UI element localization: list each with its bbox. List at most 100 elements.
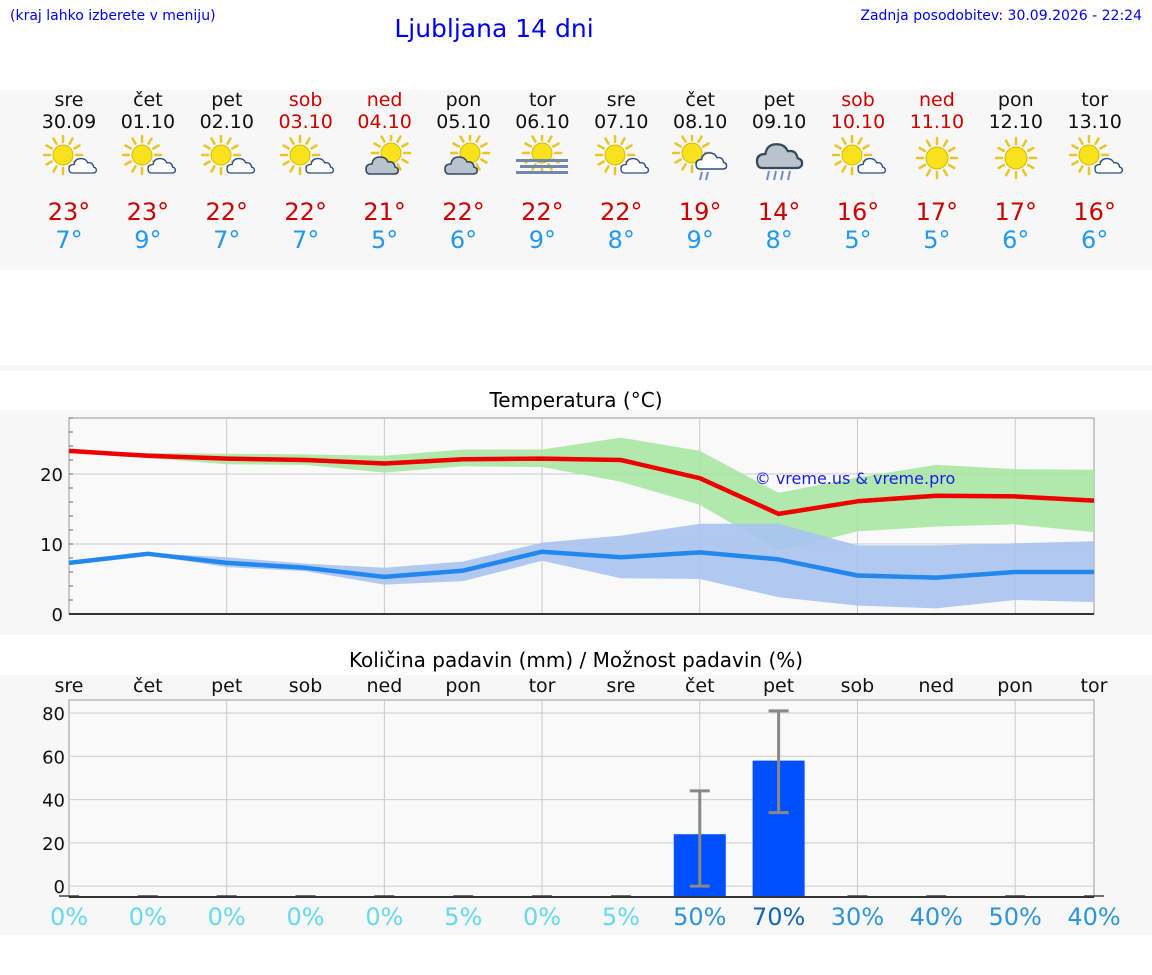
precipitation-probability: 0% [207, 903, 246, 931]
day-name: ned [366, 89, 403, 111]
day-column: čet 01.10 [108, 89, 188, 133]
sun-cloud-icon [279, 135, 334, 176]
day-column: tor 13.10 [1055, 89, 1135, 133]
day-column: sre 30.09 [29, 89, 109, 133]
forecast-band [0, 90, 1152, 270]
max-temperature: 22° [521, 198, 564, 226]
precipitation-probability: 0% [523, 903, 562, 931]
precipitation-day-label: pon [445, 675, 482, 697]
day-date: 11.10 [909, 111, 965, 133]
precipitation-probability: 50% [988, 903, 1042, 931]
precipitation-day-label: ned [918, 675, 955, 697]
temperature-min-range-band [69, 523, 1094, 609]
day-column: tor 06.10 [502, 89, 582, 133]
precipitation-day-label: pet [211, 675, 243, 697]
day-column: pon 05.10 [424, 89, 504, 133]
sun-icon [994, 136, 1038, 180]
min-temperature: 5° [923, 226, 951, 254]
max-temperature: 14° [757, 198, 801, 226]
precipitation-probability: 0% [128, 903, 167, 931]
day-column: pon 12.10 [976, 89, 1056, 133]
precipitation-chart-title: Količina padavin (mm) / Možnost padavin … [348, 648, 804, 672]
day-column: sob 03.10 [266, 89, 346, 133]
sun-cloud-icon [595, 135, 650, 176]
precipitation-day-label: pet [763, 675, 795, 697]
day-date: 12.10 [988, 111, 1043, 133]
min-temperature: 9° [686, 226, 714, 254]
menu-hint: (kraj lahko izberete v meniju) [10, 8, 216, 24]
day-name: pet [211, 89, 243, 111]
day-date: 06.10 [515, 111, 570, 133]
day-name: tor [528, 89, 556, 111]
day-column: sre 07.10 [581, 89, 661, 133]
precipitation-plot-area [68, 699, 1095, 898]
day-date: 01.10 [120, 111, 176, 133]
min-temperature: 6° [1081, 226, 1109, 254]
day-date: 08.10 [672, 111, 728, 133]
day-name: sre [54, 89, 84, 111]
precipitation-probability: 5% [601, 903, 640, 931]
day-name: pon [445, 89, 482, 111]
min-temperature: 5° [370, 226, 399, 254]
precipitation-day-label: sre [606, 675, 636, 697]
sun-cloud-icon [831, 135, 887, 176]
max-temperature: 23° [126, 198, 170, 226]
precipitation-day-label: tor [528, 675, 556, 697]
temperature-min-line [68, 549, 1094, 580]
sun-cloud-icon [121, 135, 176, 176]
precipitation-probability: 5% [444, 903, 483, 931]
precipitation-day-label: čet [133, 675, 163, 697]
day-name: pet [763, 89, 795, 111]
sun-cloud-icon [42, 135, 98, 176]
temperature-chart: 0 10 20 © vreme.us & vreme.pro [0, 410, 1152, 635]
precipitation-probability: 30% [830, 903, 885, 931]
min-temperature: 7° [213, 226, 241, 254]
max-temperature: 16° [836, 198, 880, 226]
sun-cloud-rain-icon [671, 135, 728, 181]
precipitation-y-tick-label: 20 [42, 834, 65, 855]
temperature-y-tick-label: 10 [40, 535, 63, 556]
max-temperature: 21° [363, 198, 406, 226]
min-temperature: 9° [528, 226, 557, 254]
day-date: 02.10 [199, 111, 254, 133]
temperature-max-range-band [69, 437, 1094, 551]
precipitation-day-label: tor [1080, 675, 1108, 697]
max-temperature: 22° [442, 198, 485, 226]
precipitation-y-tick-label: 60 [42, 747, 65, 768]
day-column: pet 09.10 [739, 89, 819, 133]
min-temperature: 8° [765, 226, 793, 254]
max-temperature: 19° [678, 198, 722, 226]
sun-cloud-icon [200, 135, 255, 176]
day-column: pet 02.10 [187, 89, 267, 133]
day-name: čet [685, 89, 715, 111]
max-temperature: 17° [915, 198, 959, 226]
day-date: 03.10 [278, 111, 333, 133]
precipitation-y-tick-label: 0 [54, 877, 65, 898]
precipitation-y-tick-label: 80 [42, 704, 65, 725]
day-date: 07.10 [594, 111, 649, 133]
max-temperature: 23° [47, 198, 91, 226]
precipitation-day-label: čet [684, 675, 715, 697]
min-temperature: 6° [1002, 226, 1030, 254]
day-name: pon [997, 89, 1034, 111]
precipitation-probability: 0% [286, 903, 325, 931]
divider [0, 365, 1152, 371]
day-date: 09.10 [751, 111, 807, 133]
cloud-rain-icon [755, 143, 804, 181]
last-updated: Zadnja posodobitev: 30.09.2026 - 22:24 [860, 8, 1142, 24]
day-column: ned 04.10 [345, 89, 425, 133]
day-name: sre [606, 89, 636, 111]
min-temperature: 6° [449, 226, 478, 254]
precipitation-day-label: sob [840, 675, 875, 697]
watermark: © vreme.us & vreme.pro [755, 469, 956, 488]
max-temperature: 22° [205, 198, 249, 226]
temperature-y-tick-label: 20 [40, 465, 63, 486]
day-date: 13.10 [1067, 111, 1122, 133]
day-column: čet 08.10 [660, 89, 740, 133]
day-name: ned [918, 89, 955, 111]
day-date: 05.10 [436, 111, 491, 133]
temperature-y-tick-label: 0 [52, 605, 63, 626]
precipitation-probability: 50% [673, 903, 727, 931]
precipitation-day-label: ned [366, 675, 403, 697]
sun-fog-icon [516, 135, 569, 174]
